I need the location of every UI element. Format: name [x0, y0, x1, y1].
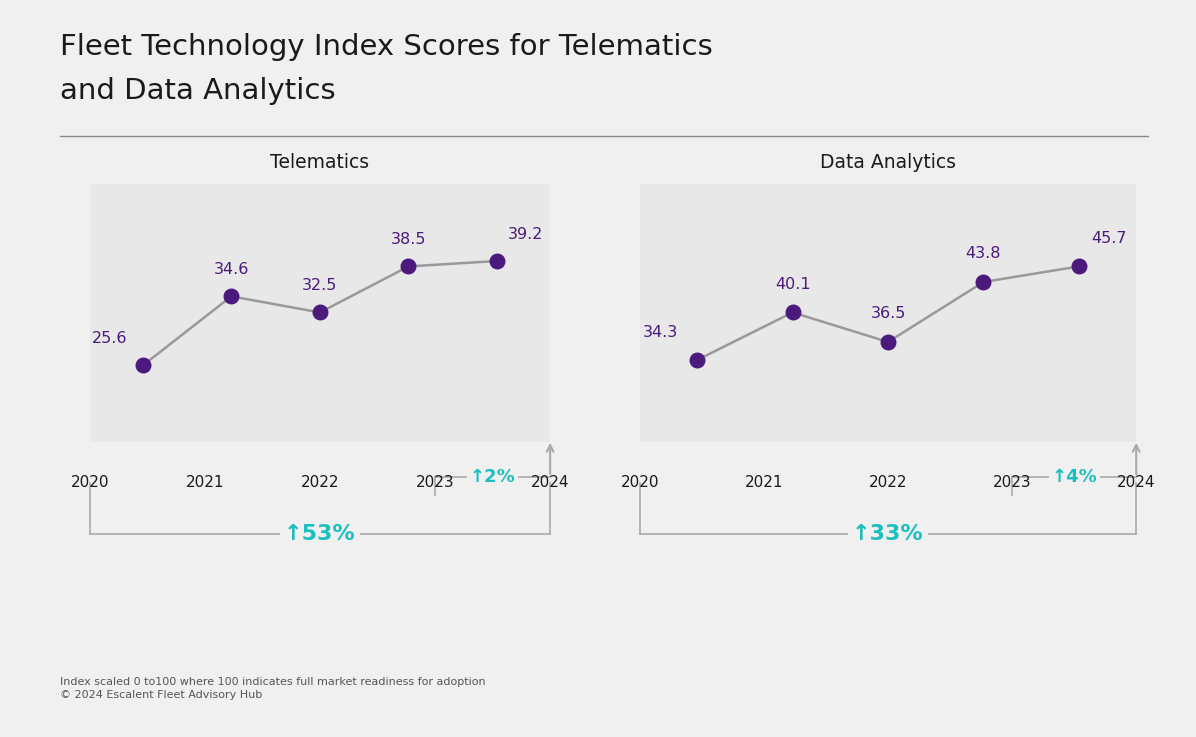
Text: 45.7: 45.7 — [1092, 231, 1127, 246]
Text: 25.6: 25.6 — [91, 331, 127, 346]
Text: 38.5: 38.5 — [391, 232, 426, 247]
Text: 2023: 2023 — [416, 475, 454, 490]
Point — [311, 307, 330, 318]
Point — [221, 290, 240, 302]
Text: 39.2: 39.2 — [507, 227, 543, 242]
Text: 2020: 2020 — [621, 475, 659, 490]
Text: 2022: 2022 — [868, 475, 908, 490]
Text: 2021: 2021 — [185, 475, 224, 490]
Point — [688, 354, 707, 366]
Title: Telematics: Telematics — [270, 153, 370, 172]
Text: 2024: 2024 — [531, 475, 569, 490]
Point — [399, 260, 419, 272]
Text: © 2024 Escalent Fleet Advisory Hub: © 2024 Escalent Fleet Advisory Hub — [60, 690, 262, 700]
Text: Fleet Technology Index Scores for Telematics: Fleet Technology Index Scores for Telema… — [60, 33, 713, 61]
Text: ↑33%: ↑33% — [853, 524, 923, 545]
Title: Data Analytics: Data Analytics — [820, 153, 956, 172]
Text: ↑2%: ↑2% — [470, 468, 515, 486]
Point — [783, 307, 803, 318]
Text: 2024: 2024 — [1117, 475, 1155, 490]
Point — [1069, 260, 1088, 272]
Point — [878, 336, 897, 348]
Text: 2022: 2022 — [300, 475, 340, 490]
Point — [488, 255, 507, 267]
Text: 32.5: 32.5 — [303, 279, 337, 293]
Text: Index scaled 0 to100 where 100 indicates full market readiness for adoption: Index scaled 0 to100 where 100 indicates… — [60, 677, 486, 687]
Text: 2021: 2021 — [745, 475, 783, 490]
Text: ↑53%: ↑53% — [285, 524, 355, 545]
Text: 34.3: 34.3 — [643, 324, 678, 340]
Text: 36.5: 36.5 — [871, 307, 905, 321]
Point — [133, 360, 152, 371]
Text: 40.1: 40.1 — [775, 277, 811, 292]
Text: and Data Analytics: and Data Analytics — [60, 77, 335, 105]
Text: 2020: 2020 — [71, 475, 109, 490]
Point — [974, 276, 993, 288]
Text: 34.6: 34.6 — [214, 262, 249, 277]
Text: 43.8: 43.8 — [965, 246, 1001, 262]
Text: ↑4%: ↑4% — [1051, 468, 1097, 486]
Text: 2023: 2023 — [993, 475, 1031, 490]
